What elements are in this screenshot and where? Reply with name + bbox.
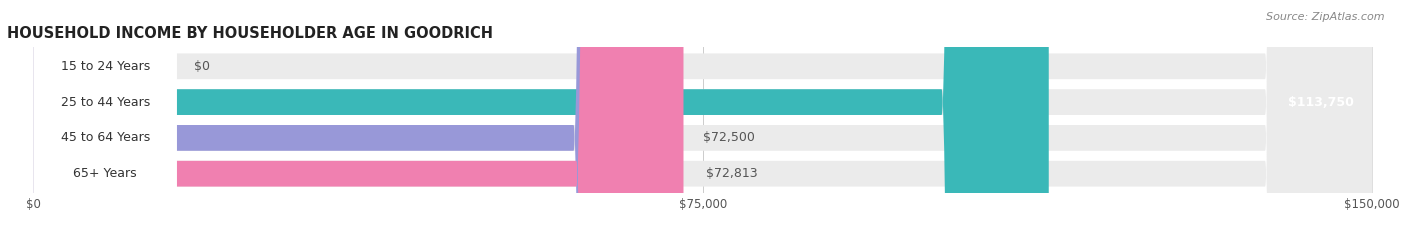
FancyBboxPatch shape — [34, 0, 177, 233]
FancyBboxPatch shape — [34, 0, 1049, 233]
FancyBboxPatch shape — [34, 0, 1372, 233]
Text: HOUSEHOLD INCOME BY HOUSEHOLDER AGE IN GOODRICH: HOUSEHOLD INCOME BY HOUSEHOLDER AGE IN G… — [7, 26, 494, 41]
FancyBboxPatch shape — [34, 0, 177, 233]
Text: 65+ Years: 65+ Years — [73, 167, 136, 180]
FancyBboxPatch shape — [34, 0, 177, 233]
FancyBboxPatch shape — [34, 0, 681, 233]
FancyBboxPatch shape — [34, 0, 177, 233]
FancyBboxPatch shape — [34, 0, 683, 233]
FancyBboxPatch shape — [34, 0, 1372, 233]
Text: $72,500: $72,500 — [703, 131, 755, 144]
FancyBboxPatch shape — [34, 0, 1372, 233]
Text: $72,813: $72,813 — [706, 167, 758, 180]
Text: $0: $0 — [194, 60, 211, 73]
Text: 15 to 24 Years: 15 to 24 Years — [60, 60, 150, 73]
Text: Source: ZipAtlas.com: Source: ZipAtlas.com — [1267, 12, 1385, 22]
Text: $113,750: $113,750 — [1288, 96, 1354, 109]
Text: 45 to 64 Years: 45 to 64 Years — [60, 131, 150, 144]
Text: 25 to 44 Years: 25 to 44 Years — [60, 96, 150, 109]
FancyBboxPatch shape — [34, 0, 1372, 233]
